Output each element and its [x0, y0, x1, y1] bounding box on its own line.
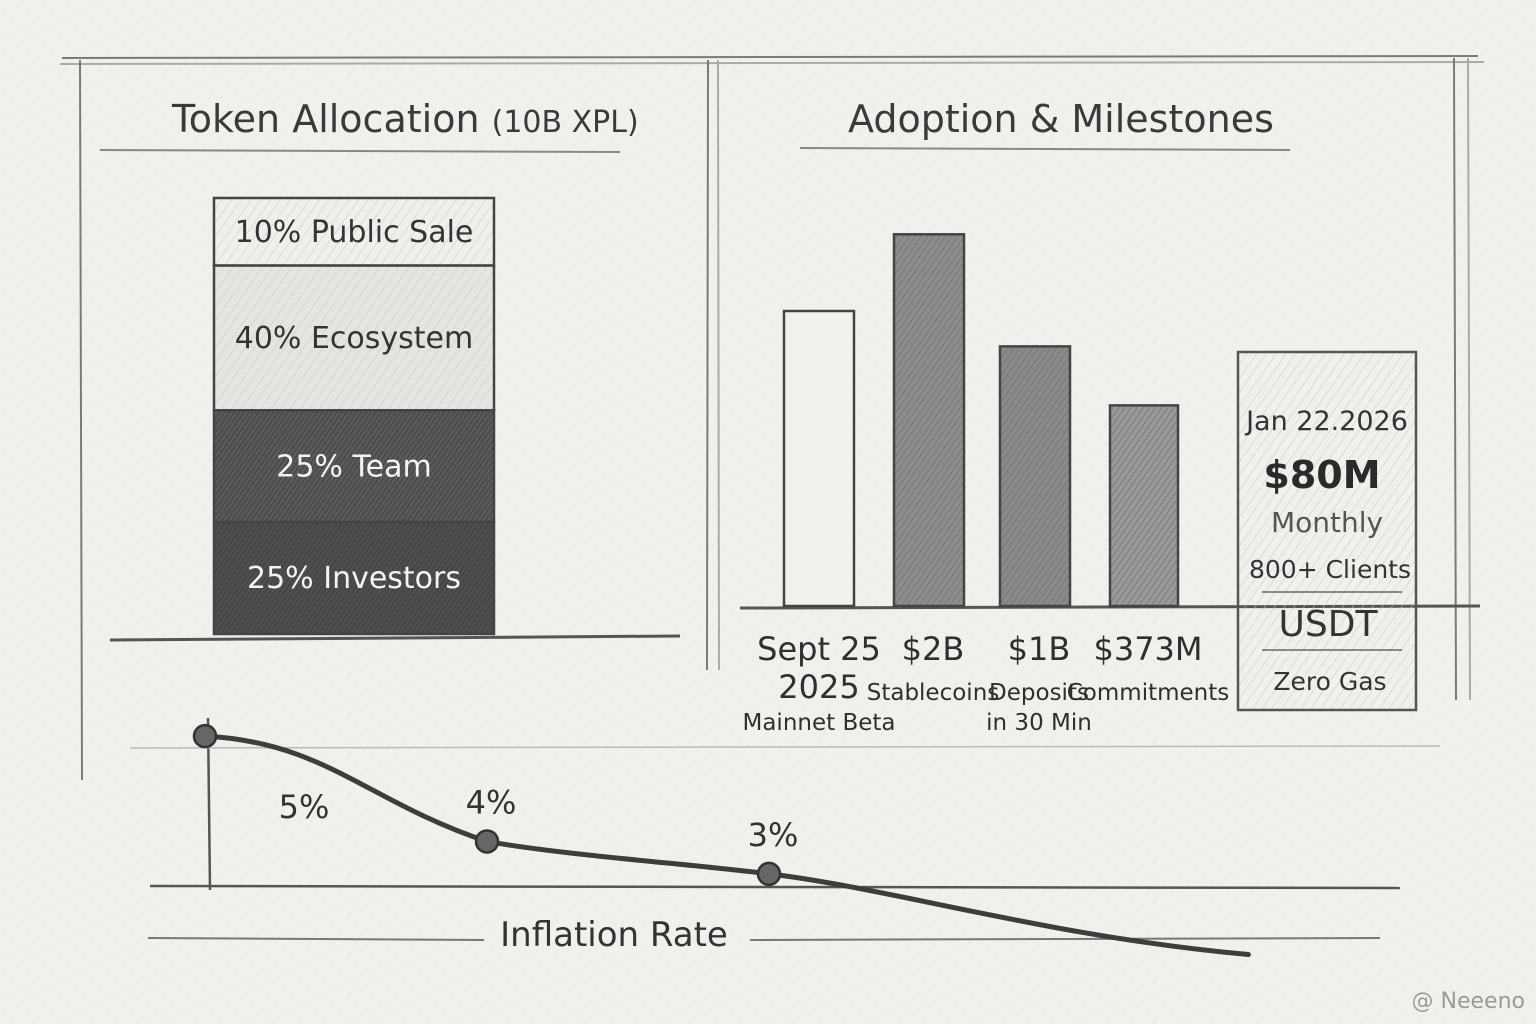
milestone-sub-label: Stablecoins: [867, 680, 1000, 706]
inflation-label-rule-left: [147, 937, 485, 941]
inflation-point-label: 3%: [748, 816, 799, 854]
inflation-point: [474, 829, 500, 854]
milestone-value-label: $1B: [1008, 630, 1071, 668]
card-amount: $80M: [1263, 453, 1380, 497]
card-period: Monthly: [1271, 506, 1383, 539]
token-allocation-panel: Token Allocation (10B XPL) 10% Public Sa…: [99, 97, 681, 642]
inflation-point-label: 4%: [466, 783, 517, 821]
milestone-sub-label: 2025: [778, 668, 859, 706]
allocation-baseline: [109, 634, 681, 642]
allocation-segment: [212, 520, 496, 636]
card-feature: Zero Gas: [1273, 667, 1386, 696]
allocation-segment-label: 40% Ecosystem: [235, 321, 473, 356]
milestone-value-label: $2B: [902, 630, 965, 668]
allocation-title: Token Allocation (10B XPL): [171, 97, 639, 141]
inflation-axis-label: Inflation Rate: [500, 915, 728, 955]
allocation-segment-label: 25% Investors: [247, 561, 461, 596]
allocation-stack: 10% Public Sale 40% Ecosystem 25% Team 25% …: [212, 196, 496, 636]
allocation-segment: [212, 264, 496, 412]
inflation-gridline: [129, 745, 1441, 749]
milestone-sub-label: Commitments: [1067, 680, 1229, 706]
milestone-bar: [998, 345, 1072, 608]
milestone-value-label: $373M: [1093, 630, 1202, 668]
milestone-bar: [1108, 404, 1180, 608]
adoption-title-underline: [799, 147, 1291, 151]
milestone-detail-label: Mainnet Beta: [742, 710, 895, 736]
inflation-point: [192, 723, 218, 749]
allocation-segment: [212, 196, 496, 267]
milestone-bar: [892, 233, 966, 608]
allocation-segment-label: 25% Team: [276, 449, 432, 484]
inflation-side-label: 5%: [279, 788, 330, 826]
panel-frames: [59, 55, 1485, 781]
watermark: @ Neeeno: [1412, 989, 1525, 1014]
allocation-title-underline: [99, 149, 621, 153]
inflation-curve: [202, 733, 1251, 958]
card-clients: 800+ Clients: [1249, 555, 1411, 584]
inflation-line: 4% 3%: [192, 723, 1251, 958]
inflation-label-rule-right: [749, 937, 1381, 941]
milestone-bar-bg: [784, 311, 854, 606]
milestone-sub-label: Deposits: [989, 680, 1089, 706]
adoption-title: Adoption & Milestones: [848, 97, 1274, 141]
inflation-x-axis: [149, 884, 1401, 890]
milestone-bar: [782, 309, 856, 608]
card-date: Jan 22.2026: [1244, 406, 1408, 437]
inflation-point: [756, 861, 782, 887]
highlight-card: Jan 22.2026 $80M Monthly 800+ Clients US…: [1236, 350, 1418, 712]
milestone-value-label: Sept 25: [757, 630, 881, 668]
card-asset: USDT: [1279, 604, 1379, 645]
inflation-panel: Inflation Rate 5% 4% 3%: [129, 717, 1441, 958]
milestone-detail-label: in 30 Min: [986, 710, 1092, 736]
allocation-segment-label: 10% Public Sale: [235, 215, 474, 250]
